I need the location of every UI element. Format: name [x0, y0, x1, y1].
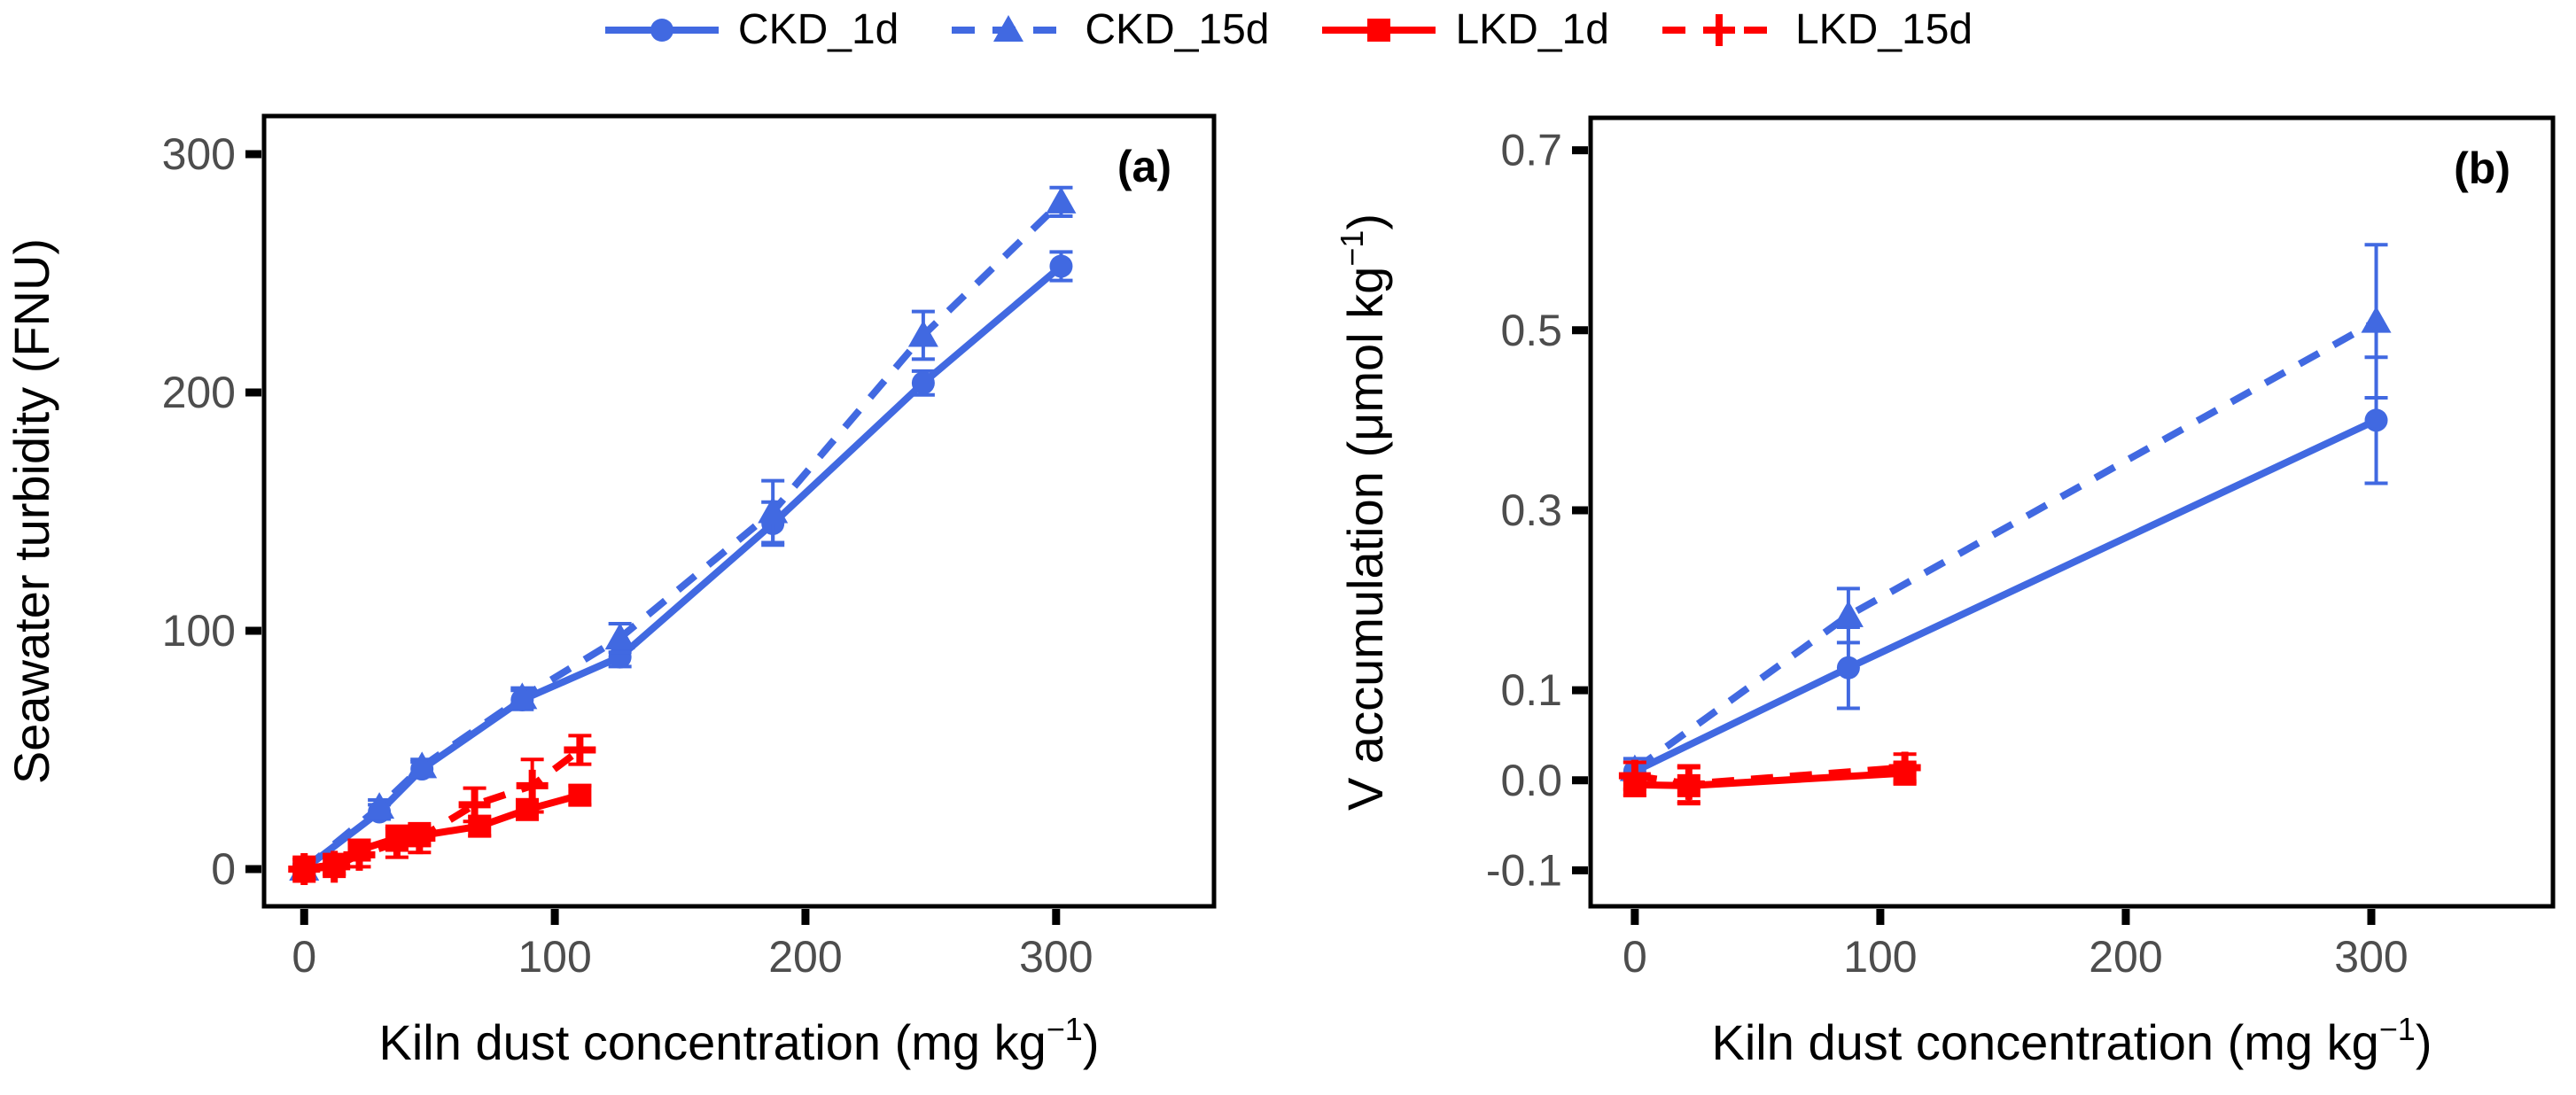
- legend-square-sample-icon: [1322, 19, 1436, 42]
- legend-item-CKD_1d: CKD_1d: [603, 4, 899, 57]
- y-axis-title-a: Seawater turbidity (FNU): [4, 238, 59, 784]
- y-tick-label-b-4: 0.0: [1500, 756, 1562, 805]
- legend-circle-sample-icon: [604, 19, 719, 42]
- y-tick-label-b-5: -0.1: [1486, 845, 1562, 895]
- x-tick-label-a-2: 200: [768, 932, 842, 982]
- y-tick-label-b-0: 0.7: [1500, 126, 1562, 175]
- series-LKD_15d-b: [1618, 751, 1921, 804]
- y-tick-label-b-1: 0.5: [1500, 306, 1562, 355]
- series-LKD_15d-a: [288, 734, 596, 886]
- x-axis-title-b: Kiln dust concentration (mg kg−1): [1712, 1011, 2432, 1070]
- legend-item-CKD_15d: CKD_15d: [950, 4, 1269, 57]
- axes-a: 0 100 200 300 0 100 200 300: [162, 113, 1217, 982]
- legend-label: LKD_1d: [1455, 6, 1609, 53]
- legend-item-LKD_15d: LKD_15d: [1661, 4, 1973, 57]
- x-tick-label-b-2: 200: [2089, 932, 2162, 982]
- y-tick-label-a-1: 100: [162, 606, 236, 656]
- axes-b: 0 100 200 300 0.7 0.5 0.3 0.1 0.0 -0.1: [1486, 115, 2556, 982]
- panel-letter-a: (a): [1117, 142, 1171, 191]
- legend: CKD_1d CKD_15d LKD_1d LKD_15d: [0, 4, 2576, 57]
- chart-panel-b: 0 100 200 300 0.7 0.5 0.3 0.1 0.0 -0.1 (b) Kiln dus…: [1334, 115, 2556, 1070]
- legend-plus-sample-icon: [1662, 14, 1776, 46]
- x-tick-label-b-0: 0: [1623, 932, 1647, 982]
- y-axis-title-b: V accumulation (μmol kg−1): [1334, 214, 1393, 811]
- legend-triangle-sample-icon: [952, 15, 1066, 42]
- series-CKD_1d-a: [292, 250, 1073, 881]
- x-axis-title-a: Kiln dust concentration (mg kg−1): [379, 1011, 1100, 1070]
- y-tick-label-a-0: 0: [211, 844, 236, 894]
- legend-label: LKD_15d: [1794, 6, 1973, 53]
- y-tick-label-a-3: 300: [162, 129, 236, 179]
- panel-letter-b: (b): [2454, 144, 2510, 193]
- legend-label: CKD_1d: [737, 6, 899, 53]
- series-CKD_15d-b: [1619, 243, 2392, 782]
- y-tick-label-b-2: 0.3: [1500, 485, 1562, 535]
- chart-panel-a: 0 100 200 300 0 100 200 300 (a) Kiln dust concent…: [4, 113, 1217, 1070]
- x-tick-label-b-3: 300: [2334, 932, 2408, 982]
- x-tick-label-b-1: 100: [1843, 932, 1917, 982]
- x-tick-label-a-3: 300: [1019, 932, 1093, 982]
- y-tick-label-a-2: 200: [162, 368, 236, 417]
- series-CKD_15d-a: [289, 185, 1077, 881]
- x-tick-label-a-0: 0: [292, 932, 316, 982]
- legend-label: CKD_15d: [1085, 6, 1270, 53]
- y-tick-label-b-3: 0.1: [1500, 665, 1562, 715]
- series-CKD_1d-b: [1623, 355, 2388, 783]
- legend-item-LKD_1d: LKD_1d: [1320, 4, 1609, 57]
- x-tick-label-a-1: 100: [518, 932, 591, 982]
